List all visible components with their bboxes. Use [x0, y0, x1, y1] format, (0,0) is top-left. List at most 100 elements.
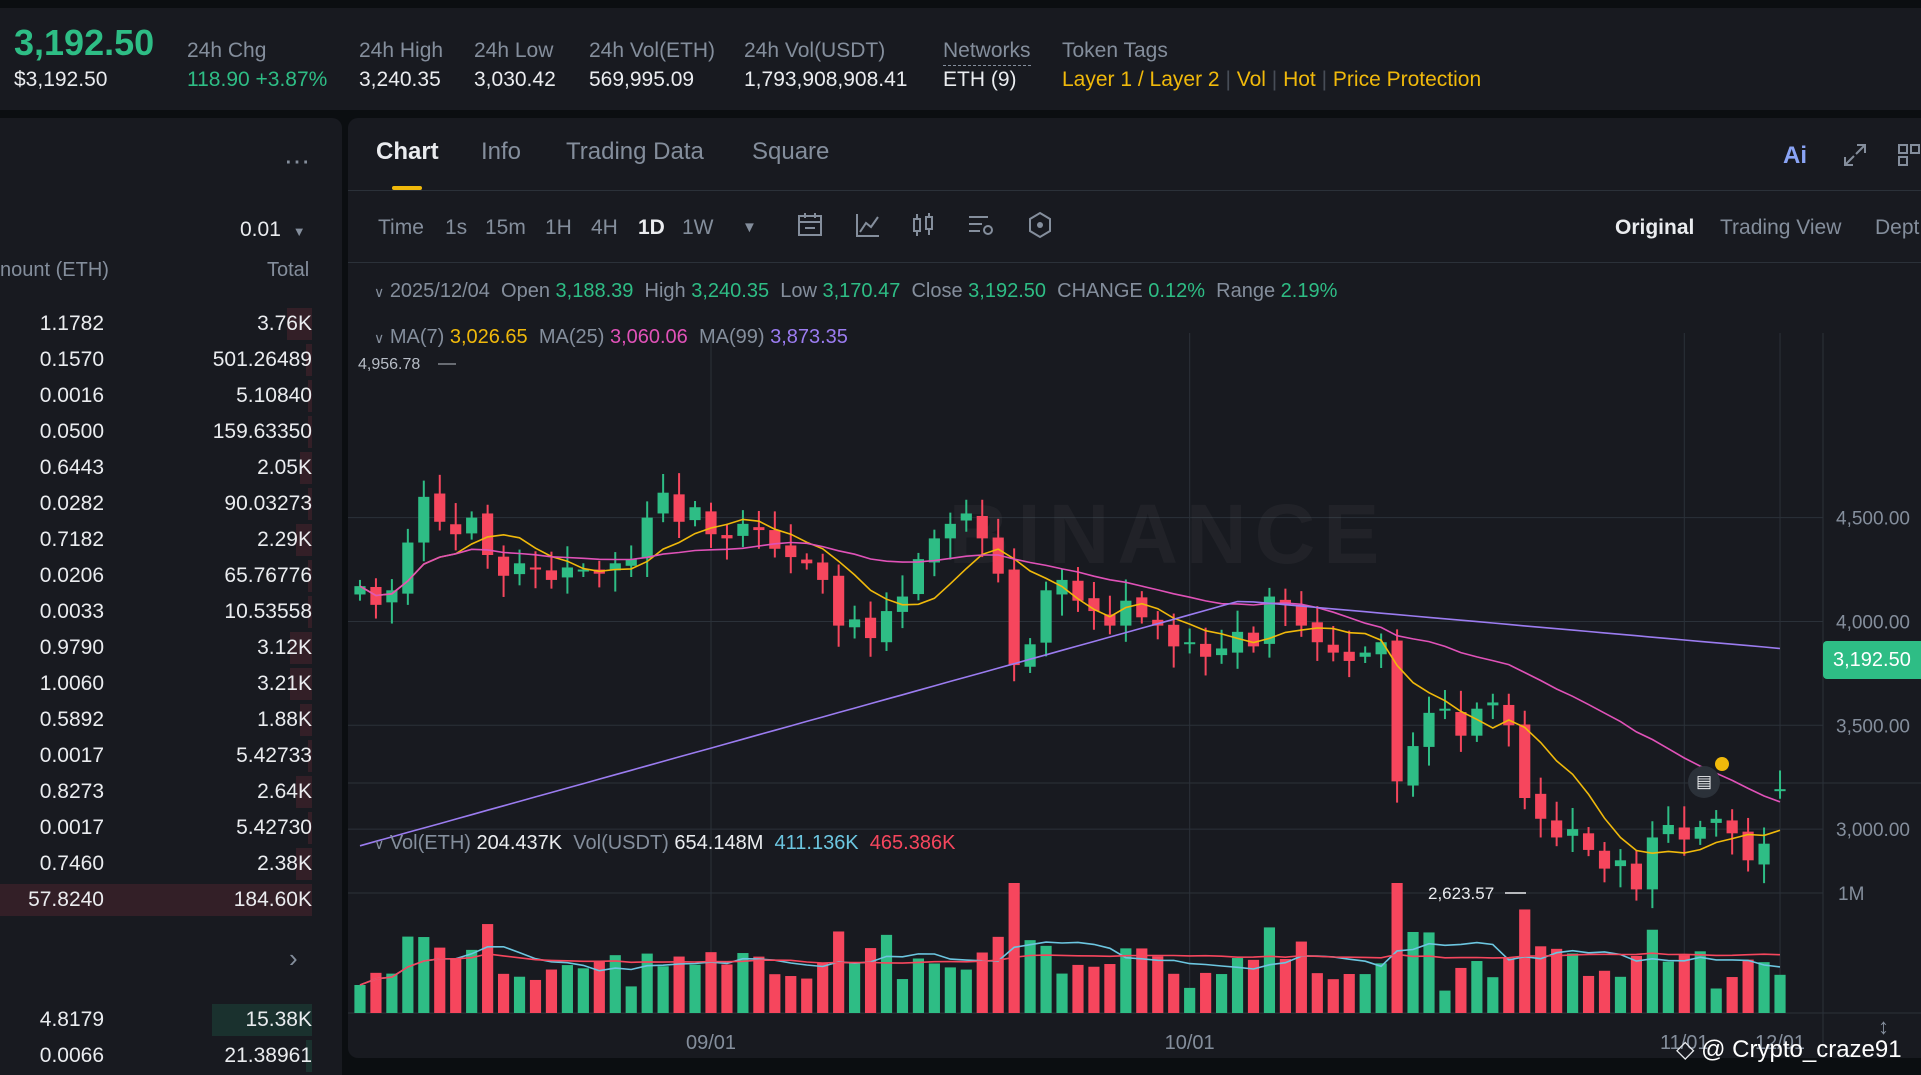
view-original[interactable]: Original	[1615, 216, 1695, 239]
ma99-line	[359, 600, 1781, 847]
tag-layer[interactable]: Layer 1 / Layer 2	[1062, 68, 1220, 91]
stat-label-24h-high: 24h High	[359, 39, 444, 62]
timeframe-more-icon[interactable]: ▼	[742, 219, 757, 236]
ask-row[interactable]: 0.0206 65.76776	[0, 560, 312, 592]
collapse-chevron-icon[interactable]: ∨	[374, 330, 385, 346]
tab-info[interactable]: Info	[481, 138, 522, 165]
candle-style-icon[interactable]	[908, 210, 938, 240]
candle-body	[769, 530, 781, 549]
ask-row[interactable]: 0.5892 1.88K	[0, 704, 312, 736]
volume-bar	[545, 969, 558, 1013]
candle-body	[1295, 604, 1307, 626]
networks-value[interactable]: ETH (9)	[943, 68, 1017, 91]
volume-bar	[944, 967, 956, 1013]
reset-scale-icon[interactable]: ↕	[1878, 1014, 1889, 1039]
col-total-header: Total	[267, 259, 310, 281]
stat-value-24h-vol-eth: 569,995.09	[589, 68, 695, 91]
timeframe-1d[interactable]: 1D	[638, 216, 665, 239]
ask-row[interactable]: 0.0016 5.10840	[0, 380, 312, 412]
precision-select[interactable]: 0.01 ▼	[240, 218, 306, 242]
indicator-chart-icon[interactable]	[853, 210, 883, 240]
candle-body	[1423, 712, 1435, 747]
tag-price-protection[interactable]: Price Protection	[1332, 68, 1482, 91]
volume-bar	[434, 947, 446, 1013]
more-dots-icon[interactable]: ⋯	[284, 146, 311, 176]
volume-bar	[721, 964, 733, 1013]
timeframe-1h[interactable]: 1H	[545, 216, 572, 239]
bid-row[interactable]: 4.8179 15.38K	[0, 1004, 312, 1036]
vol-legend: ∨ Vol(ETH) 204.437K Vol(USDT) 654.148M 4…	[374, 832, 956, 854]
tab-square[interactable]: Square	[752, 138, 830, 165]
timeframe-15m[interactable]: 15m	[485, 216, 526, 239]
chevron-down-icon: ▼	[292, 224, 306, 239]
candle-body	[864, 617, 877, 639]
volume-bar	[1774, 974, 1786, 1013]
notes-icon[interactable]: ▤	[1688, 766, 1720, 798]
chevron-right-icon[interactable]: ›	[289, 943, 298, 973]
candle-body	[1359, 652, 1371, 657]
volume-bar	[705, 952, 717, 1013]
timeframe-4h[interactable]: 4H	[591, 216, 618, 239]
ask-row[interactable]: 0.0017 5.42730	[0, 812, 312, 844]
ai-icon[interactable]: Ai	[1783, 142, 1807, 169]
expand-icon[interactable]	[1840, 140, 1870, 170]
bid-row[interactable]: 0.0066 21.38961	[0, 1040, 312, 1072]
timeframe-time[interactable]: Time	[378, 216, 424, 239]
drawing-tools-icon[interactable]	[1025, 210, 1055, 240]
candle-body	[817, 562, 829, 580]
layout-grid-icon[interactable]	[1896, 140, 1920, 170]
ask-row[interactable]: 0.0282 90.03273	[0, 488, 312, 520]
stat-label-24h-vol-eth: 24h Vol(ETH)	[589, 39, 716, 62]
toolbar-divider	[348, 262, 1921, 263]
candle-body	[673, 494, 685, 522]
candle-body	[1503, 704, 1515, 726]
ask-row[interactable]: 0.0017 5.42733	[0, 740, 312, 772]
chart-settings-icon[interactable]	[966, 210, 996, 240]
candle-body	[705, 511, 717, 535]
volume-bar	[849, 962, 861, 1013]
volume-bar	[1168, 973, 1180, 1013]
timeframe-1w[interactable]: 1W	[682, 216, 714, 239]
volume-bar	[529, 979, 542, 1013]
volume-bar	[912, 958, 925, 1013]
candle-body	[641, 517, 653, 559]
volume-bar	[1215, 974, 1228, 1013]
ask-row[interactable]: 0.0033 10.53558	[0, 596, 312, 628]
chart-panel: Chart Info Trading Data Square Ai Time 1…	[348, 118, 1921, 1058]
ask-row[interactable]: 0.1570 501.26489	[0, 344, 312, 376]
collapse-chevron-icon[interactable]: ∨	[374, 836, 385, 852]
candle-body	[354, 586, 366, 595]
tag-vol[interactable]: Vol	[1236, 68, 1266, 91]
depth-bar	[287, 308, 312, 340]
ask-amount: 0.0033	[39, 600, 104, 623]
volume-bar	[737, 953, 749, 1013]
volume-bars	[354, 883, 1786, 1013]
collapse-chevron-icon[interactable]: ∨	[374, 284, 385, 300]
depth-bar	[290, 632, 312, 664]
volume-bar	[1327, 979, 1339, 1013]
timeframe-1s[interactable]: 1s	[445, 216, 468, 239]
tabs-divider	[348, 190, 1921, 191]
candle-body	[609, 563, 621, 571]
candle-body	[418, 496, 430, 543]
ask-row[interactable]: 1.1782 3.76K	[0, 308, 312, 340]
ask-row[interactable]: 0.8273 2.64K	[0, 776, 312, 808]
ask-row[interactable]: 0.7460 2.38K	[0, 848, 312, 880]
volume-bar	[1646, 929, 1658, 1013]
networks-label[interactable]: Networks	[943, 39, 1031, 66]
ask-row[interactable]: 1.0060 3.21K	[0, 668, 312, 700]
tab-chart[interactable]: Chart	[376, 138, 439, 165]
price-chart[interactable]: 4,500.00 4,000.00 3,500.00 3,000.00 09/01 10/…	[348, 263, 1921, 1058]
tag-hot[interactable]: Hot	[1283, 68, 1316, 91]
calendar-icon[interactable]	[795, 210, 825, 240]
ask-row[interactable]: 0.0500 159.63350	[0, 416, 312, 448]
vol-tick: 1M	[1838, 884, 1864, 905]
ask-row[interactable]: 57.8240 184.60K	[0, 884, 312, 916]
view-trading-view[interactable]: Trading View	[1720, 216, 1842, 239]
tab-trading-data[interactable]: Trading Data	[566, 138, 704, 165]
volume-bar	[896, 979, 909, 1013]
view-depth[interactable]: Dept	[1875, 216, 1920, 239]
ask-row[interactable]: 0.6443 2.05K	[0, 452, 312, 484]
ask-row[interactable]: 0.9790 3.12K	[0, 632, 312, 664]
ask-row[interactable]: 0.7182 2.29K	[0, 524, 312, 556]
